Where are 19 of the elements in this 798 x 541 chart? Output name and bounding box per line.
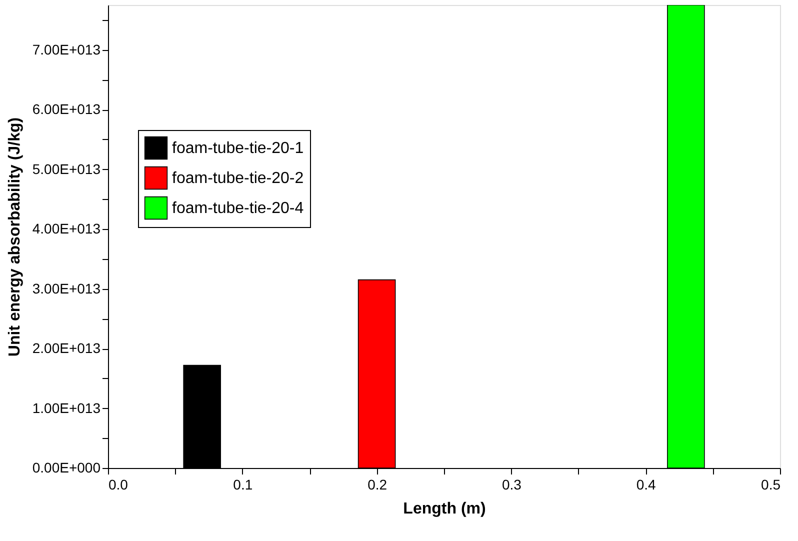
legend-label: foam-tube-tie-20-2 <box>172 170 304 187</box>
x-tick-label: 0.1 <box>233 476 253 492</box>
x-tick-label: 0.3 <box>502 476 522 492</box>
y-tick-label: 4.00E+013 <box>32 220 101 237</box>
y-tick-label: 2.00E+013 <box>32 340 101 356</box>
y-tick-label: 3.00E+013 <box>32 280 101 296</box>
legend-label: foam-tube-tie-20-4 <box>172 200 304 217</box>
x-tick-label: 0.0 <box>108 476 128 492</box>
legend-label: foam-tube-tie-20-1 <box>172 140 304 157</box>
x-tick-label: 0.2 <box>368 476 388 492</box>
x-axis-title: Length (m) <box>403 500 486 518</box>
y-tick-label: 0.00E+000 <box>32 460 101 476</box>
x-tick-label: 0.4 <box>636 476 656 492</box>
x-tick-label: 0.5 <box>761 476 781 492</box>
y-tick-label: 6.00E+013 <box>32 101 101 118</box>
y-tick-label: 1.00E+013 <box>32 400 101 416</box>
y-tick-label: 5.00E+013 <box>32 160 101 177</box>
y-axis-title: Unit energy absorbability (J/kg) <box>6 117 24 357</box>
y-tick-label: 7.00E+013 <box>32 41 101 58</box>
